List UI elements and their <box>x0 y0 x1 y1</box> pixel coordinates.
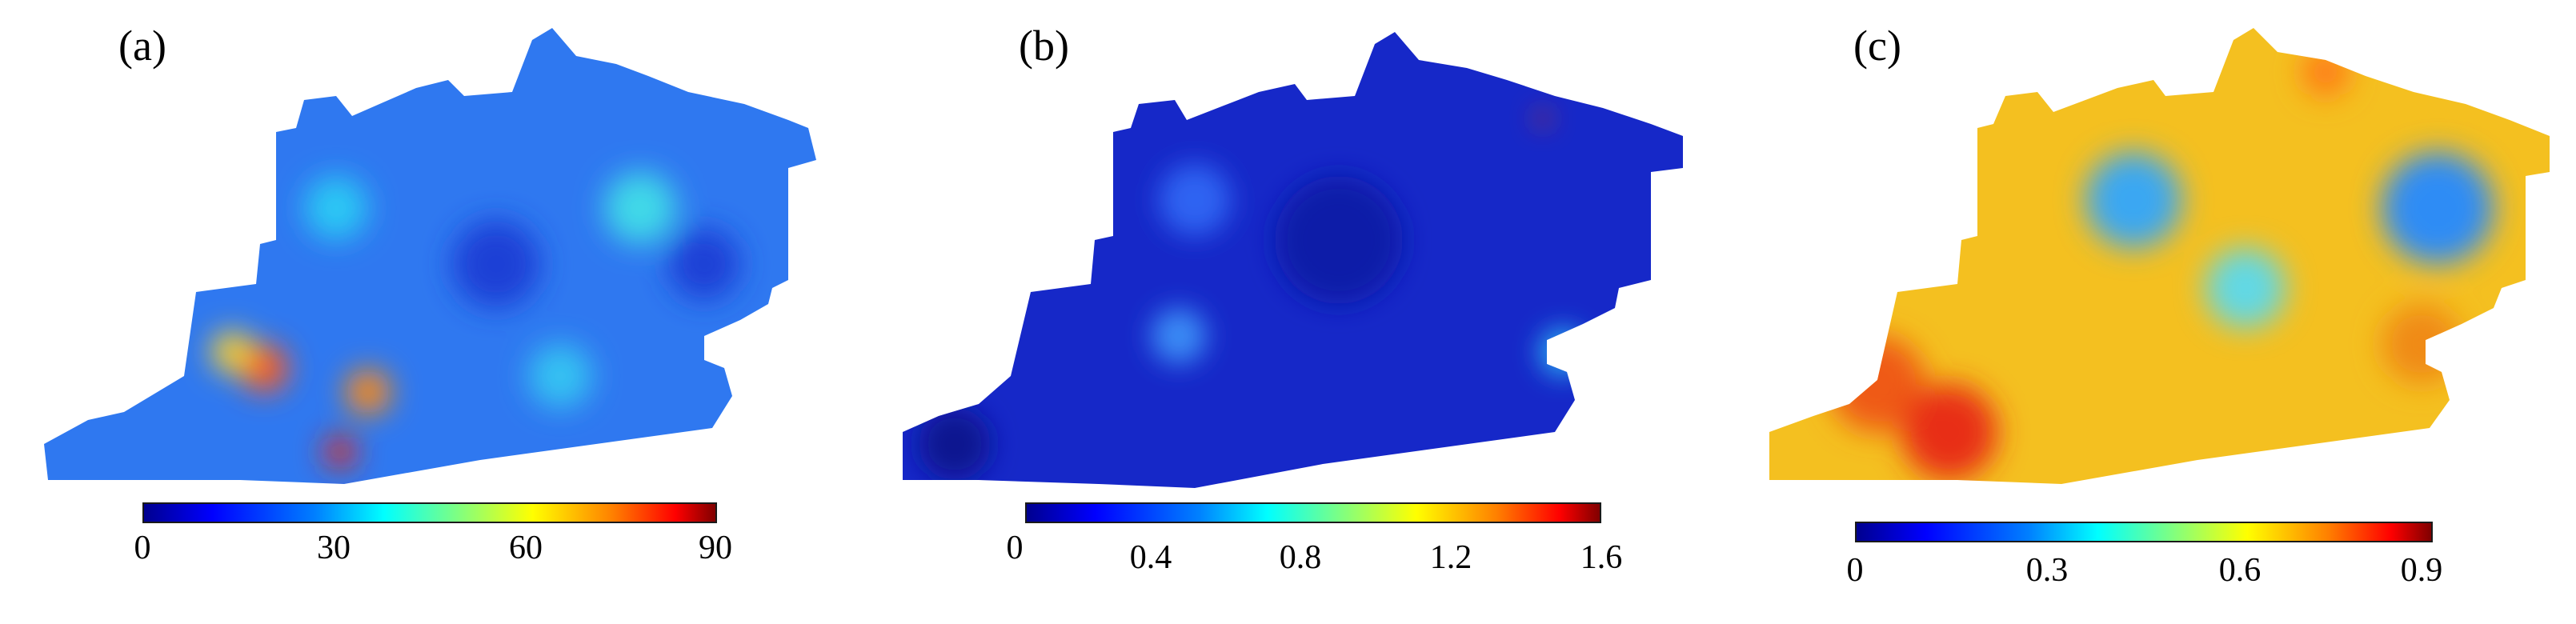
panel-b-tick-1: 0.4 <box>1130 541 1172 574</box>
panel-b: (b) 0 0.4 0.8 1.2 1.6 <box>859 0 1717 624</box>
panel-b-map-base <box>859 0 1717 624</box>
panel-a-tick-0: 0 <box>134 531 151 565</box>
panel-b-hotspot-3 <box>1539 328 1587 376</box>
panel-a-hotspot-5 <box>324 436 356 468</box>
panel-a-tick-2: 60 <box>509 531 543 565</box>
panel-c-tick-2: 0.6 <box>2219 554 2262 587</box>
panel-a-hotspot-7 <box>452 220 540 308</box>
panel-b-map <box>859 0 1717 624</box>
panel-a-hotspot-1 <box>304 176 368 240</box>
panel-a-tick-1: 30 <box>317 531 351 565</box>
panel-c-hotspot-6 <box>2205 248 2286 328</box>
panel-a-hotspot-2 <box>604 172 676 244</box>
panel-a: (a) 0 30 60 90 <box>0 0 859 624</box>
panel-a-hotspot-6 <box>211 331 253 373</box>
panel-a-tick-3: 90 <box>699 531 732 565</box>
panel-c: (c) 0 0.3 0.6 0.9 <box>1717 0 2576 624</box>
panel-b-hotspot-5 <box>1536 112 1549 125</box>
panel-c-hotspot-4 <box>2382 152 2494 264</box>
panel-b-colorbar <box>1025 502 1601 523</box>
panel-a-hotspot-4 <box>346 370 391 414</box>
panel-c-hotspot-5 <box>2382 304 2462 384</box>
panel-c-tick-1: 0.3 <box>2026 554 2069 587</box>
panel-c-tick-0: 0 <box>1847 554 1864 587</box>
panel-b-tick-2: 0.8 <box>1280 541 1322 574</box>
panel-b-tick-3: 1.2 <box>1430 541 1472 574</box>
panel-a-hotspot-8 <box>668 228 740 300</box>
panel-b-hotspot-4 <box>919 408 991 480</box>
panel-b-hotspot-2 <box>1159 164 1231 236</box>
panel-c-colorbar <box>1855 522 2433 542</box>
panel-b-hotspot-1 <box>1275 176 1403 304</box>
panel-a-colorbar <box>142 502 717 523</box>
panel-c-hotspot-7 <box>2302 48 2350 96</box>
panel-b-tick-0: 0 <box>1007 531 1024 565</box>
panel-b-tick-4: 1.6 <box>1580 541 1623 574</box>
panel-c-hotspot-1 <box>2085 152 2181 248</box>
panel-b-hotspot-6 <box>1151 308 1207 364</box>
panel-c-tick-3: 0.9 <box>2401 554 2443 587</box>
panel-a-hotspot-9 <box>528 344 592 408</box>
panel-c-hotspot-3 <box>1901 384 1997 480</box>
